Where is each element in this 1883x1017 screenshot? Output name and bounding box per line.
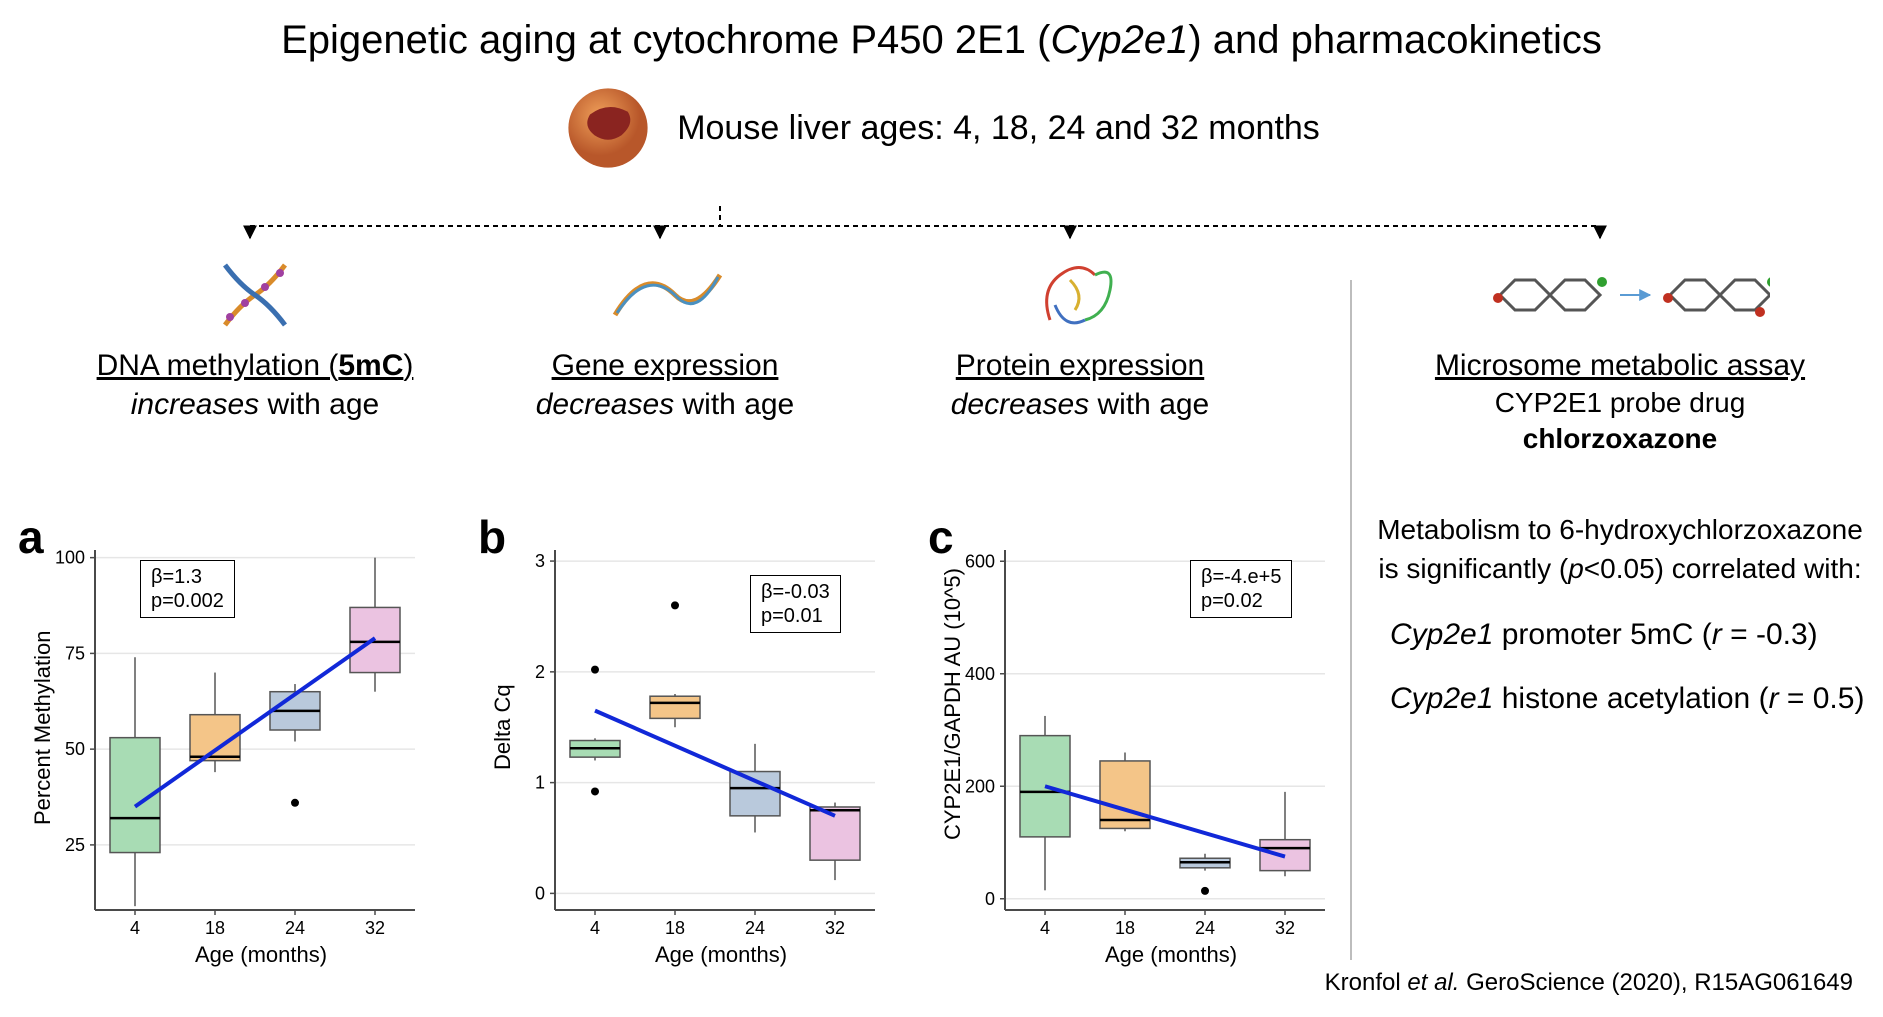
liver-icon [563, 83, 653, 173]
svg-text:24: 24 [285, 918, 305, 938]
y-axis-label: Percent Methylation [30, 631, 56, 825]
svg-text:0: 0 [985, 889, 995, 909]
rna-strand-icon [500, 250, 830, 340]
svg-text:3: 3 [535, 551, 545, 571]
stats-box: β=-4.e+5p=0.02 [1190, 560, 1292, 618]
cat-gene: Gene expression decreases with age [500, 250, 830, 424]
y-axis-label: Delta Cq [490, 684, 516, 770]
cat-microsome: Microsome metabolic assay CYP2E1 probe d… [1400, 250, 1840, 458]
svg-text:4: 4 [130, 918, 140, 938]
svg-text:18: 18 [1115, 918, 1135, 938]
x-axis-label: Age (months) [655, 942, 787, 968]
panel-a: 2550751004182432aPercent MethylationAge … [0, 520, 440, 990]
svg-text:400: 400 [965, 664, 995, 684]
stats-box: β=1.3p=0.002 [140, 560, 235, 618]
x-axis-label: Age (months) [195, 942, 327, 968]
svg-text:50: 50 [65, 739, 85, 759]
panel-letter: b [478, 510, 506, 564]
correlation-2: Cyp2e1 histone acetylation (r = 0.5) [1390, 682, 1870, 716]
liver-ages-text: Mouse liver ages: 4, 18, 24 and 32 month… [677, 109, 1320, 148]
correlation-1: Cyp2e1 promoter 5mC (r = -0.3) [1390, 618, 1870, 652]
svg-text:24: 24 [745, 918, 765, 938]
svg-text:600: 600 [965, 551, 995, 571]
svg-text:18: 18 [205, 918, 225, 938]
panel-b: 01234182432bDelta CqAge (months)β=-0.03p… [460, 520, 900, 990]
cat-dna: DNA methylation (5mC) increases with age [60, 250, 450, 424]
svg-text:0: 0 [535, 883, 545, 903]
right-panel: Metabolism to 6-hydroxychlorzoxazone is … [1370, 510, 1870, 716]
citation: Kronfol et al. GeroScience (2020), R15AG… [1325, 969, 1853, 997]
charts-row: 2550751004182432aPercent MethylationAge … [0, 520, 1350, 990]
dna-helix-icon [60, 250, 450, 340]
svg-text:4: 4 [1040, 918, 1050, 938]
page-title: Epigenetic aging at cytochrome P450 2E1 … [0, 0, 1883, 63]
svg-text:4: 4 [590, 918, 600, 938]
svg-text:32: 32 [1275, 918, 1295, 938]
cat-protein: Protein expression decreases with age [890, 250, 1270, 424]
svg-text:100: 100 [55, 548, 85, 568]
panel-letter: a [18, 510, 44, 564]
vertical-divider [1350, 280, 1352, 960]
svg-text:200: 200 [965, 776, 995, 796]
svg-text:25: 25 [65, 835, 85, 855]
panel-c: 02004006004182432cCYP2E1/GAPDH AU (10^5)… [910, 520, 1350, 990]
metabolism-text: Metabolism to 6-hydroxychlorzoxazone is … [1370, 510, 1870, 588]
panel-letter: c [928, 510, 954, 564]
svg-text:32: 32 [365, 918, 385, 938]
svg-text:2: 2 [535, 662, 545, 682]
protein-structure-icon [890, 250, 1270, 340]
svg-text:18: 18 [665, 918, 685, 938]
x-axis-label: Age (months) [1105, 942, 1237, 968]
svg-text:32: 32 [825, 918, 845, 938]
stats-box: β=-0.03p=0.01 [750, 575, 841, 633]
liver-row: Mouse liver ages: 4, 18, 24 and 32 month… [0, 83, 1883, 173]
y-axis-label: CYP2E1/GAPDH AU (10^5) [940, 568, 966, 840]
svg-text:1: 1 [535, 773, 545, 793]
molecule-reaction-icon [1400, 250, 1840, 340]
svg-text:24: 24 [1195, 918, 1215, 938]
svg-text:75: 75 [65, 643, 85, 663]
